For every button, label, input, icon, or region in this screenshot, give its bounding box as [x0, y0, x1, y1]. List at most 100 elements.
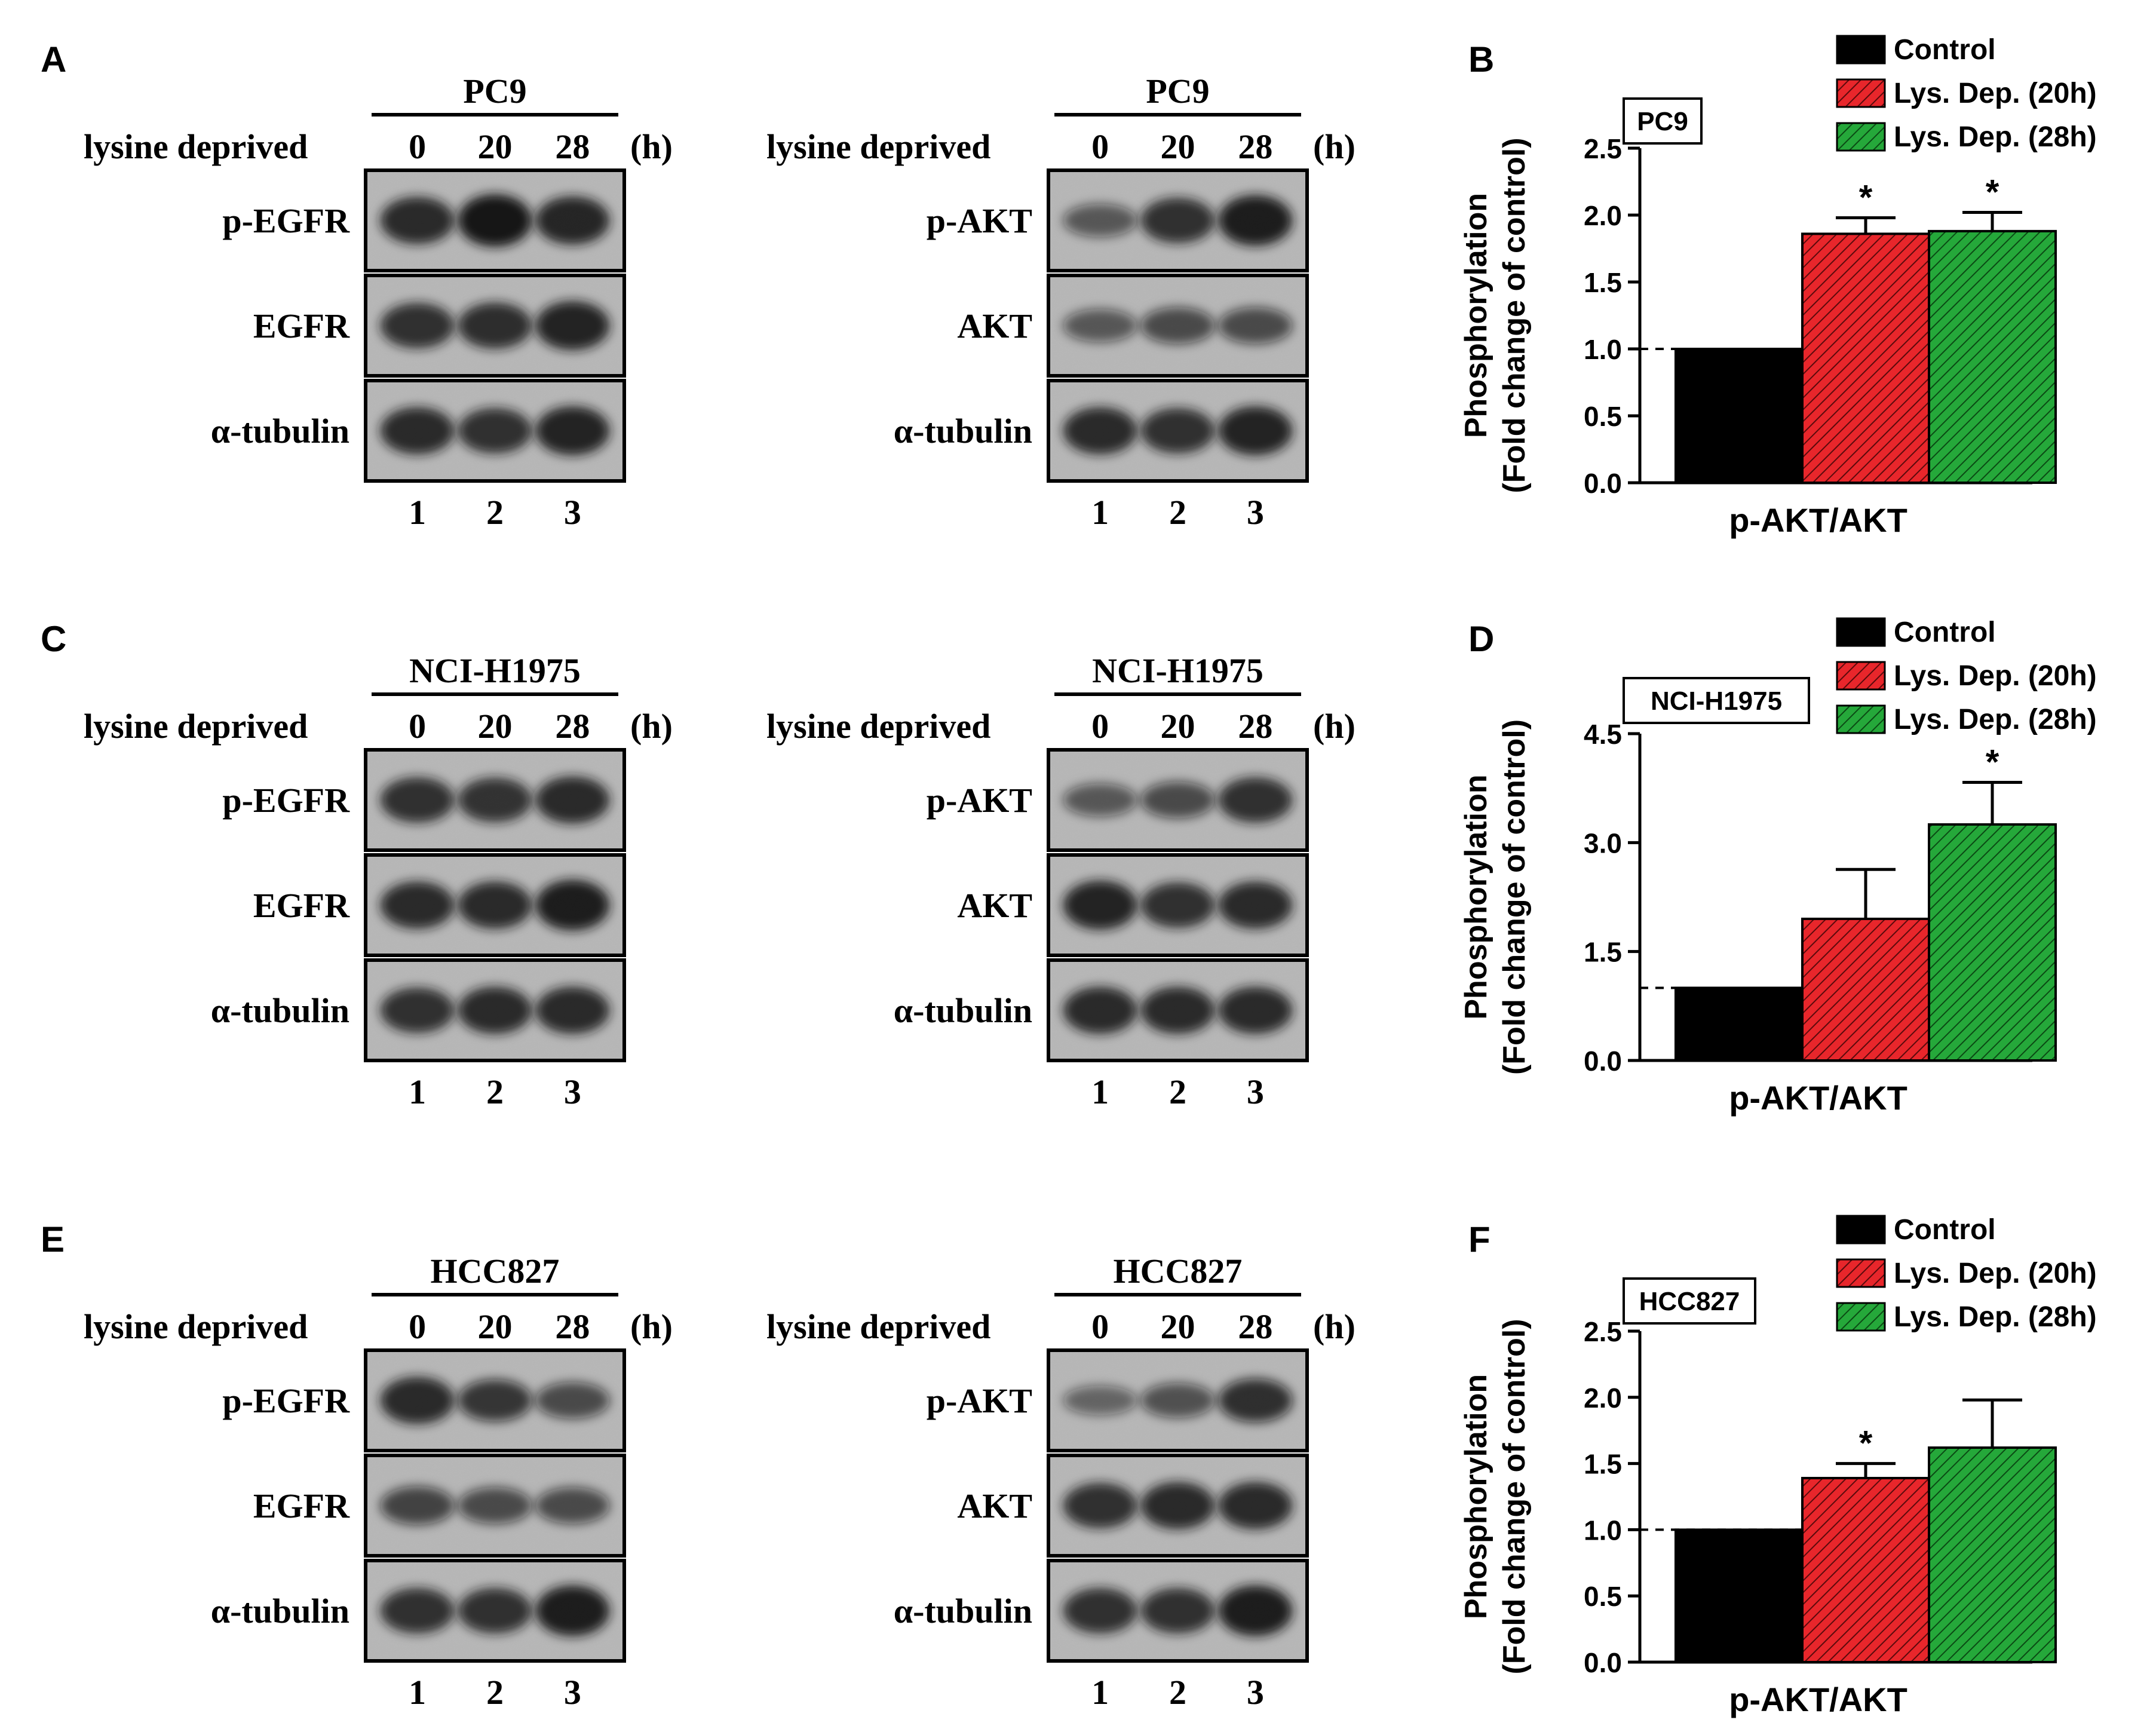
blot-band — [1140, 986, 1215, 1034]
pc9-akt-blot: PC9 lysine deprived 0 20 28 (h) p-AKT AKT α-tubu… — [766, 72, 1355, 532]
lane-number: 1 — [1091, 493, 1109, 532]
lane-number: 3 — [564, 1072, 581, 1111]
blot-band — [1063, 1385, 1137, 1415]
lane-number: 1 — [409, 1072, 426, 1111]
legend-label: Lys. Dep. (28h) — [1894, 704, 2097, 735]
pc9-egfr-blot: PC9 lysine deprived 0 20 28 (h) p-EGFR EGFR α-tu… — [84, 72, 673, 532]
blot-band — [1140, 781, 1215, 819]
protein-label: EGFR — [253, 1486, 350, 1525]
y-tick-label: 2.0 — [1584, 200, 1622, 231]
blot-band — [1063, 1483, 1137, 1528]
lane-number: 2 — [1169, 493, 1186, 532]
blot-band — [380, 1486, 455, 1525]
blot-band — [1140, 882, 1215, 928]
y-axis-title-line: Phosphorylation — [1459, 774, 1493, 1019]
lane-number: 1 — [1091, 1673, 1109, 1712]
unit-label: (h) — [630, 127, 673, 166]
protein-label: α-tubulin — [894, 412, 1032, 450]
blot-band — [458, 408, 532, 453]
significance-star: * — [1859, 1424, 1873, 1463]
protein-label: p-EGFR — [222, 201, 350, 240]
lysine-deprived-label: lysine deprived — [766, 1307, 990, 1346]
blot-band — [1140, 1588, 1215, 1633]
cell-line-title: PC9 — [463, 72, 526, 111]
blot-band — [1063, 309, 1137, 342]
bar-charts-layer: B Control Lys. Dep. (20h) Lys. Dep. (28h) PC… — [1459, 34, 2097, 1718]
lane-number: 3 — [564, 1673, 581, 1712]
lysine-deprived-label: lysine deprived — [766, 127, 990, 166]
y-tick-label: 1.0 — [1584, 334, 1622, 365]
bar-0 — [1674, 1528, 1804, 1663]
cell-line-box-label: PC9 — [1637, 107, 1688, 136]
blot-band — [1063, 881, 1137, 930]
y-tick-label: 0.5 — [1584, 1581, 1622, 1612]
lane-number: 2 — [1169, 1673, 1186, 1712]
legend-swatch — [1836, 78, 1886, 108]
panel-letter-B: B — [1468, 39, 1494, 79]
blot-band — [1140, 198, 1215, 243]
time-label: 20 — [1161, 127, 1195, 166]
protein-label: AKT — [957, 886, 1032, 925]
protein-label: EGFR — [253, 306, 350, 345]
protein-label: AKT — [957, 1486, 1032, 1525]
legend-label: Lys. Dep. (20h) — [1894, 1258, 2097, 1289]
y-tick-label: 1.5 — [1584, 1449, 1622, 1480]
lane-number: 1 — [409, 1673, 426, 1712]
blot-band — [458, 986, 532, 1034]
legend-swatch — [1836, 661, 1886, 691]
lysine-deprived-label: lysine deprived — [84, 1307, 308, 1346]
time-label: 0 — [1091, 707, 1109, 746]
blot-band — [1218, 195, 1293, 246]
blot-band — [380, 1377, 455, 1424]
time-label: 28 — [1238, 707, 1272, 746]
blot-band — [1218, 1585, 1293, 1636]
lysine-deprived-label: lysine deprived — [766, 707, 990, 746]
panel-letter-F: F — [1468, 1219, 1491, 1259]
legend-swatch — [1836, 617, 1886, 647]
blot-band — [458, 777, 532, 823]
unit-label: (h) — [1313, 127, 1355, 166]
bar-1 — [1801, 917, 1930, 1062]
blot-band — [1218, 986, 1293, 1034]
time-label: 28 — [555, 707, 590, 746]
blot-band — [535, 301, 610, 350]
cell-line-title: NCI-H1975 — [409, 651, 581, 690]
y-tick-label: 1.5 — [1584, 267, 1622, 298]
blot-band — [1140, 408, 1215, 453]
y-tick-label: 1.5 — [1584, 937, 1622, 968]
western-blots-layer: A PC9 lysine deprived 0 20 28 (h) p-EGFR EGFR α-t… — [41, 39, 1355, 1712]
cell-line-title: PC9 — [1146, 72, 1209, 111]
lane-number: 3 — [1247, 1673, 1264, 1712]
lane-number: 1 — [409, 493, 426, 532]
panel-letter-A: A — [41, 39, 66, 79]
lane-number: 3 — [1247, 493, 1264, 532]
unit-label: (h) — [630, 707, 673, 746]
lane-number: 3 — [564, 493, 581, 532]
legend-swatch — [1836, 1215, 1886, 1244]
blot-band — [380, 407, 455, 455]
bar-2 — [1928, 229, 2057, 484]
lane-number: 2 — [486, 1673, 504, 1712]
protein-label: α-tubulin — [211, 1592, 349, 1630]
blot-band — [380, 303, 455, 348]
bar-2 — [1928, 823, 2057, 1062]
legend-swatch — [1836, 704, 1886, 734]
lysine-deprived-label: lysine deprived — [84, 707, 308, 746]
x-axis-label: p-AKT/AKT — [1729, 1681, 1907, 1718]
y-tick-label: 4.5 — [1584, 719, 1622, 750]
blot-band — [458, 302, 532, 349]
blot-band — [535, 406, 610, 455]
y-tick-label: 0.0 — [1584, 1046, 1622, 1077]
cell-line-title: NCI-H1975 — [1092, 651, 1263, 690]
x-axis-label: p-AKT/AKT — [1729, 501, 1907, 539]
lane-number: 2 — [486, 493, 504, 532]
lysine-deprived-label: lysine deprived — [84, 127, 308, 166]
y-tick-label: 0.0 — [1584, 1647, 1622, 1678]
bar-1 — [1801, 232, 1930, 484]
blot-band — [1063, 407, 1137, 455]
unit-label: (h) — [1313, 1307, 1355, 1346]
lane-number: 2 — [486, 1072, 504, 1111]
hcc827-egfr-blot: HCC827 lysine deprived 0 20 28 (h) p-EGFR EGFR α… — [84, 1252, 673, 1712]
unit-label: (h) — [630, 1307, 673, 1346]
time-label: 20 — [478, 707, 513, 746]
